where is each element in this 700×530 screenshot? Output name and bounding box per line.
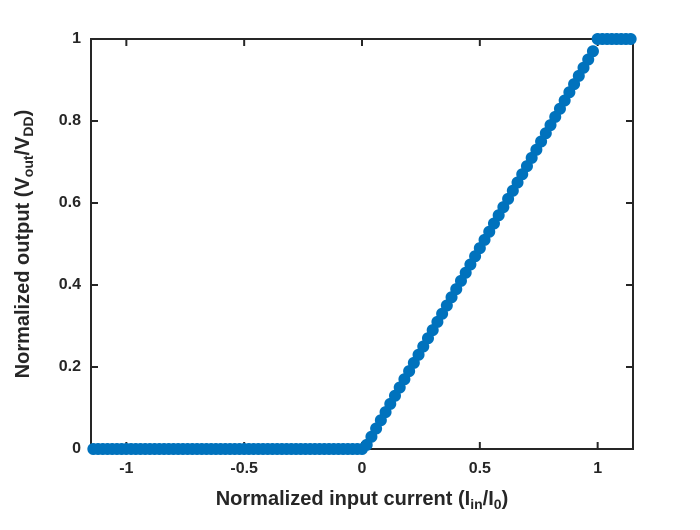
y-tick-label: 1 — [72, 30, 81, 47]
y-axis-label: Normalized output (Vout/VDD) — [12, 110, 35, 379]
y-tick-label: 0.2 — [59, 358, 81, 375]
y-tick-label: 0 — [72, 440, 81, 457]
y-label-part: ) — [12, 110, 34, 117]
x-tick-label: 0 — [358, 460, 367, 477]
y-tick-label: 0.4 — [59, 276, 81, 293]
x-label-sub: in — [470, 496, 482, 512]
y-label-sub: DD — [20, 116, 36, 136]
y-label-part: Normalized output (V — [12, 177, 34, 379]
x-label-sub: 0 — [494, 496, 502, 512]
x-tick-label: -1 — [119, 460, 133, 477]
x-tick-label: 1 — [593, 460, 602, 477]
y-label-sub: out — [20, 155, 36, 177]
marker — [586, 45, 599, 58]
y-tick-label: 0.8 — [59, 112, 81, 129]
marker — [624, 33, 637, 45]
plot-frame — [90, 38, 634, 450]
x-tick-label: 0.5 — [469, 460, 491, 477]
x-label-part: ) — [502, 488, 509, 510]
x-label-part: Normalized input current (I — [216, 488, 470, 510]
x-tick-label: -0.5 — [230, 460, 258, 477]
y-tick-label: 0.6 — [59, 194, 81, 211]
y-label-part: /V — [12, 136, 34, 156]
x-label-part: /I — [483, 488, 494, 510]
x-axis-label: Normalized input current (Iin/I0) — [216, 488, 509, 511]
